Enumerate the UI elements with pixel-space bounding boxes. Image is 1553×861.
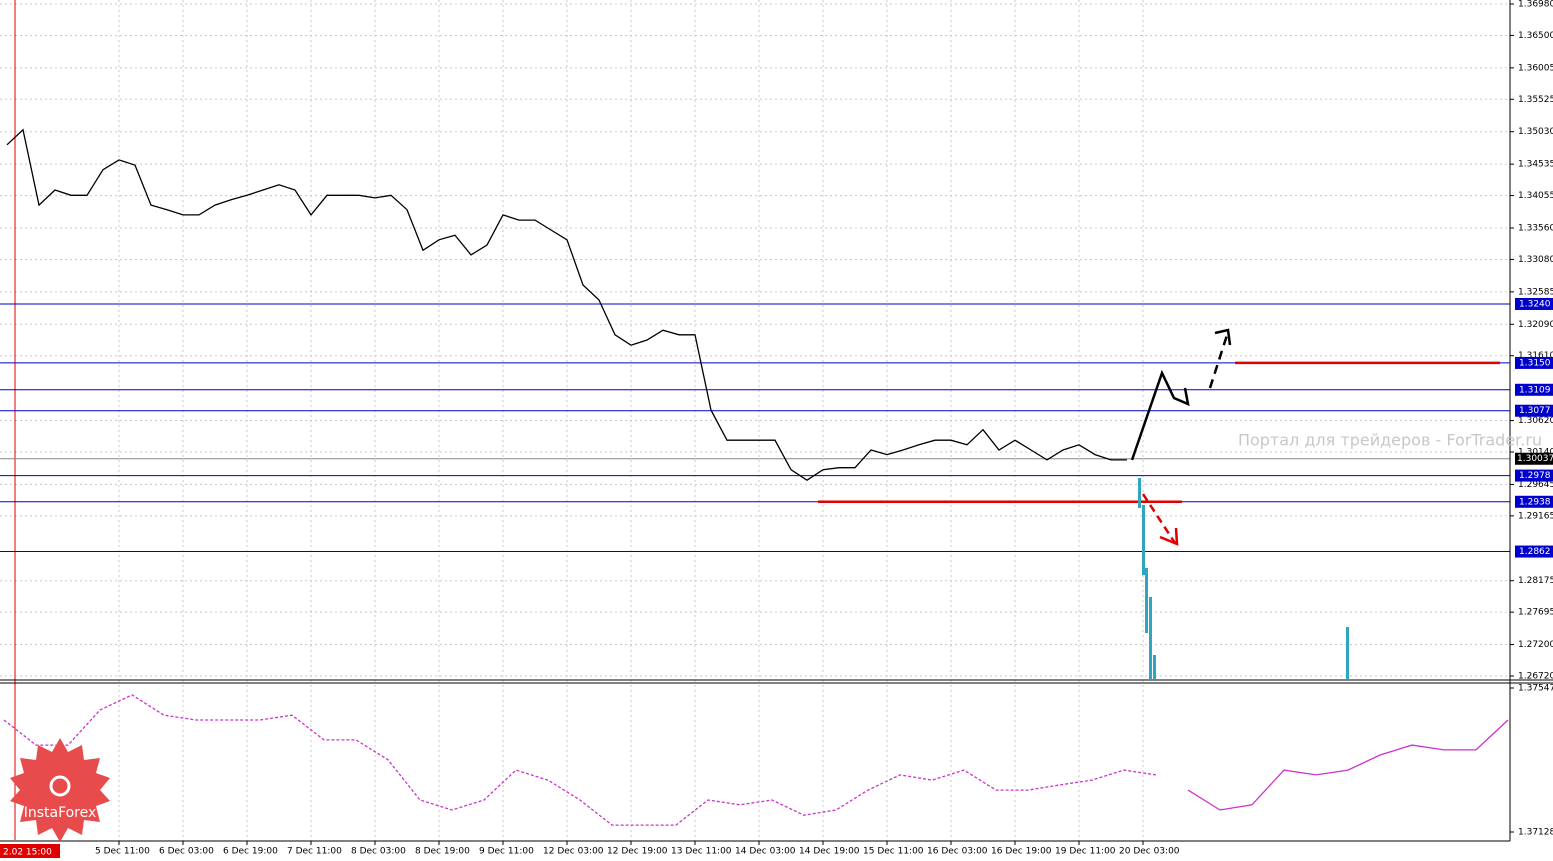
level-label-box [1515, 356, 1553, 369]
x-tick-label: 13 Dec 11:00 [671, 847, 732, 857]
y-tick-label: 1.35030 [1518, 127, 1553, 137]
x-tick-label: 12 Dec 19:00 [607, 847, 668, 857]
price-box [1515, 452, 1553, 465]
y-tick-label: 1.30140 [1518, 448, 1553, 458]
time-label-box [0, 844, 60, 858]
level-label-box [1515, 297, 1553, 310]
x-tick-label: 8 Dec 19:00 [415, 847, 470, 857]
y-tick-label: 1.26720 [1518, 672, 1553, 682]
y-tick-label: 1.37547 [1518, 684, 1553, 694]
price-label: 1.30037 [1517, 454, 1553, 464]
y-tick-label: 1.32585 [1518, 287, 1553, 297]
logo-text: InstaForex [24, 805, 97, 821]
arrow-head [1159, 527, 1179, 546]
y-tick-label: 1.35525 [1518, 95, 1553, 105]
level-label-box [1515, 495, 1553, 508]
x-tick-label: 6 Dec 03:00 [159, 847, 214, 857]
y-tick-label: 1.27695 [1518, 608, 1553, 618]
x-tick-label: 6 Dec 19:00 [223, 847, 278, 857]
y-tick-label: 1.33560 [1518, 224, 1553, 234]
marks [0, 128, 1510, 826]
x-tick-label: 14 Dec 03:00 [735, 847, 796, 857]
forecast-arrow [1130, 369, 1190, 461]
y-tick-label: 1.37128 [1518, 828, 1553, 838]
level-label-box [1515, 383, 1553, 396]
level-label: 1.3077 [1519, 406, 1551, 416]
level-label-box [1515, 545, 1553, 558]
x-tick-label: 16 Dec 03:00 [927, 847, 988, 857]
x-tick-label: 12 Dec 03:00 [543, 847, 604, 857]
y-tick-label: 1.31610 [1518, 351, 1553, 361]
y-tick-label: 1.27200 [1518, 640, 1553, 650]
x-tick-label: 7 Dec 11:00 [287, 847, 342, 857]
level-label: 1.2938 [1519, 497, 1551, 507]
price-line [3, 694, 1157, 826]
x-tick-label: 9 Dec 11:00 [479, 847, 534, 857]
x-tick-label: 5 Dec 11:00 [95, 847, 150, 857]
price-line [1187, 719, 1509, 811]
x-tick-label: 16 Dec 19:00 [991, 847, 1052, 857]
level-label: 1.2978 [1519, 471, 1551, 481]
y-tick-label: 1.32090 [1518, 320, 1553, 330]
level-label-box [1515, 404, 1553, 417]
level-label: 1.3150 [1519, 358, 1551, 368]
forecast-down [1141, 493, 1177, 544]
watermark: Портал для трейдеров - ForTrader.ru [1238, 431, 1542, 450]
grid [0, 0, 1510, 841]
y-tick-label: 1.33080 [1518, 255, 1553, 265]
arrow-head [1214, 328, 1232, 346]
y-tick-label: 1.34055 [1518, 191, 1553, 201]
y-tick-label: 1.29165 [1518, 511, 1553, 521]
y-tick-label: 1.36500 [1518, 31, 1553, 41]
y-tick-label: 1.29645 [1518, 480, 1553, 490]
y-tick-label: 1.30620 [1518, 416, 1553, 426]
level-label: 1.3109 [1519, 385, 1551, 395]
y-tick-label: 1.34535 [1518, 160, 1553, 170]
x-tick-label: 19 Dec 11:00 [1055, 847, 1116, 857]
level-label: 1.2862 [1519, 547, 1551, 557]
x-tick-label: 14 Dec 19:00 [799, 847, 860, 857]
level-label: 1.3240 [1519, 299, 1551, 309]
logo: InstaForex [10, 738, 110, 842]
y-tick-label: 1.28175 [1518, 576, 1553, 586]
level-label-box [1515, 469, 1553, 482]
time-label: 2.02 15:00 [3, 848, 52, 858]
x-tick-label: 8 Dec 03:00 [351, 847, 406, 857]
price-line [6, 128, 1127, 481]
y-tick-label: 1.36980 [1518, 0, 1553, 10]
y-tick-label: 1.36005 [1518, 63, 1553, 73]
x-tick-label: 15 Dec 11:00 [863, 847, 924, 857]
histogram [1138, 478, 1349, 679]
x-tick-label: 20 Dec 03:00 [1119, 847, 1180, 857]
forecast-dashed [1208, 331, 1230, 389]
